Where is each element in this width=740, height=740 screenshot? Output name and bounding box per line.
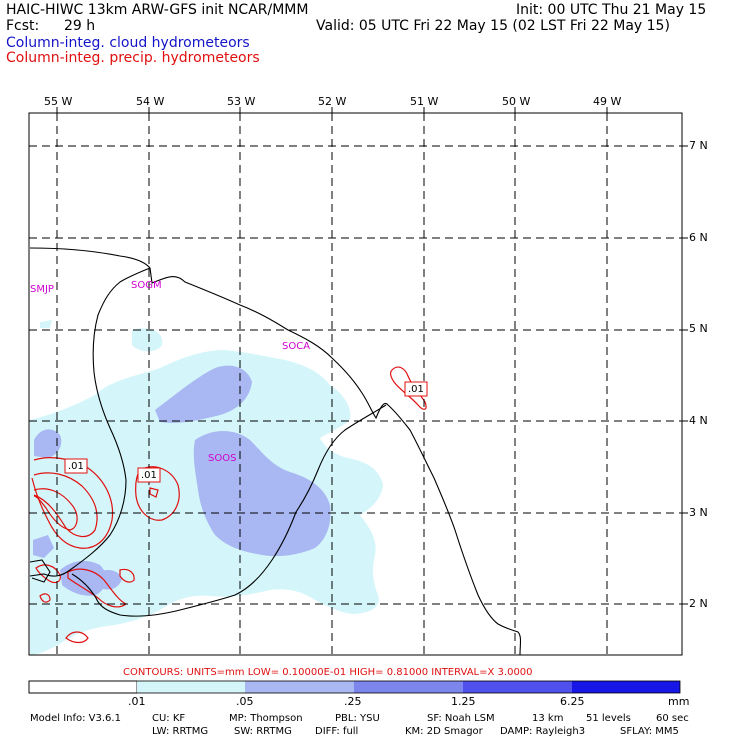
contour-label-boxes [64,381,428,483]
lat-label-5n: 5 N [689,322,708,335]
model-info-item: PBL: YSU [335,713,380,724]
forecast-hour-label: Fcst: [6,18,40,34]
model-info-item: DAMP: Rayleigh3 [500,726,586,737]
colorbar-tick: .25 [344,695,362,708]
lon-label-49w: 49 W [593,95,622,108]
station-label: SMJP [30,284,54,295]
lat-label-2n: 2 N [689,597,708,610]
cloud-band-medium [33,365,331,596]
lon-label-55w: 55 W [44,95,73,108]
field-precip-label: Column-integ. precip. hydrometeors [6,50,260,66]
lat-label-7n: 7 N [689,139,708,152]
field-cloud-label: Column-integ. cloud hydrometeors [6,35,250,51]
lon-label-53w: 53 W [227,95,256,108]
lat-label-4n: 4 N [689,414,708,427]
model-info-item: SW: RRTMG [234,726,292,737]
model-info-item: SF: Noah LSM [427,713,495,724]
lat-lon-grid [29,113,682,655]
model-info-item: LW: RRTMG [152,726,209,737]
lat-label-3n: 3 N [689,506,708,519]
station-label: SOOS [208,453,237,464]
colorbar-tick: 1.25 [451,695,476,708]
lon-label-51w: 51 W [410,95,439,108]
coastline [29,247,522,655]
contour-label: .01 [68,461,84,472]
lat-label-6n: 6 N [689,231,708,244]
model-info-item: DIFF: full [315,726,359,737]
colorbar [28,680,681,694]
lon-label-52w: 52 W [318,95,347,108]
model-info-item: MP: Thompson [229,713,303,724]
contour-label: .01 [408,384,424,395]
colorbar-tick: 6.25 [560,695,585,708]
model-info-item: SFLAY: MM5 [620,726,679,737]
colorbar-tick: .01 [128,695,146,708]
colorbar-units: mm [668,695,690,708]
contour-label: .01 [141,470,157,481]
valid-time: Valid: 05 UTC Fri 22 May 15 (02 LST Fri … [316,18,670,34]
model-info-item: 13 km [532,713,564,724]
model-info-item: 60 sec [656,713,689,724]
lon-label-54w: 54 W [136,95,165,108]
init-time: Init: 00 UTC Thu 21 May 15 [516,2,707,18]
colorbar-tick: .05 [236,695,254,708]
contour-info: CONTOURS: UNITS=mm LOW= 0.10000E-01 HIGH… [123,667,533,678]
station-label: SOCA [282,341,311,352]
model-info-item: KM: 2D Smagor [405,726,483,737]
model-info-item: CU: KF [152,713,186,724]
axis-ticks [56,107,688,605]
model-info-item: Model Info: V3.6.1 [30,713,121,724]
forecast-hour-value: 29 h [64,18,96,34]
lon-label-50w: 50 W [502,95,531,108]
map-frame [28,112,683,656]
model-title: HAIC-HIWC 13km ARW-GFS init NCAR/MMM [6,2,309,18]
station-label: SOGM [131,280,162,291]
model-info-item: 51 levels [586,713,631,724]
